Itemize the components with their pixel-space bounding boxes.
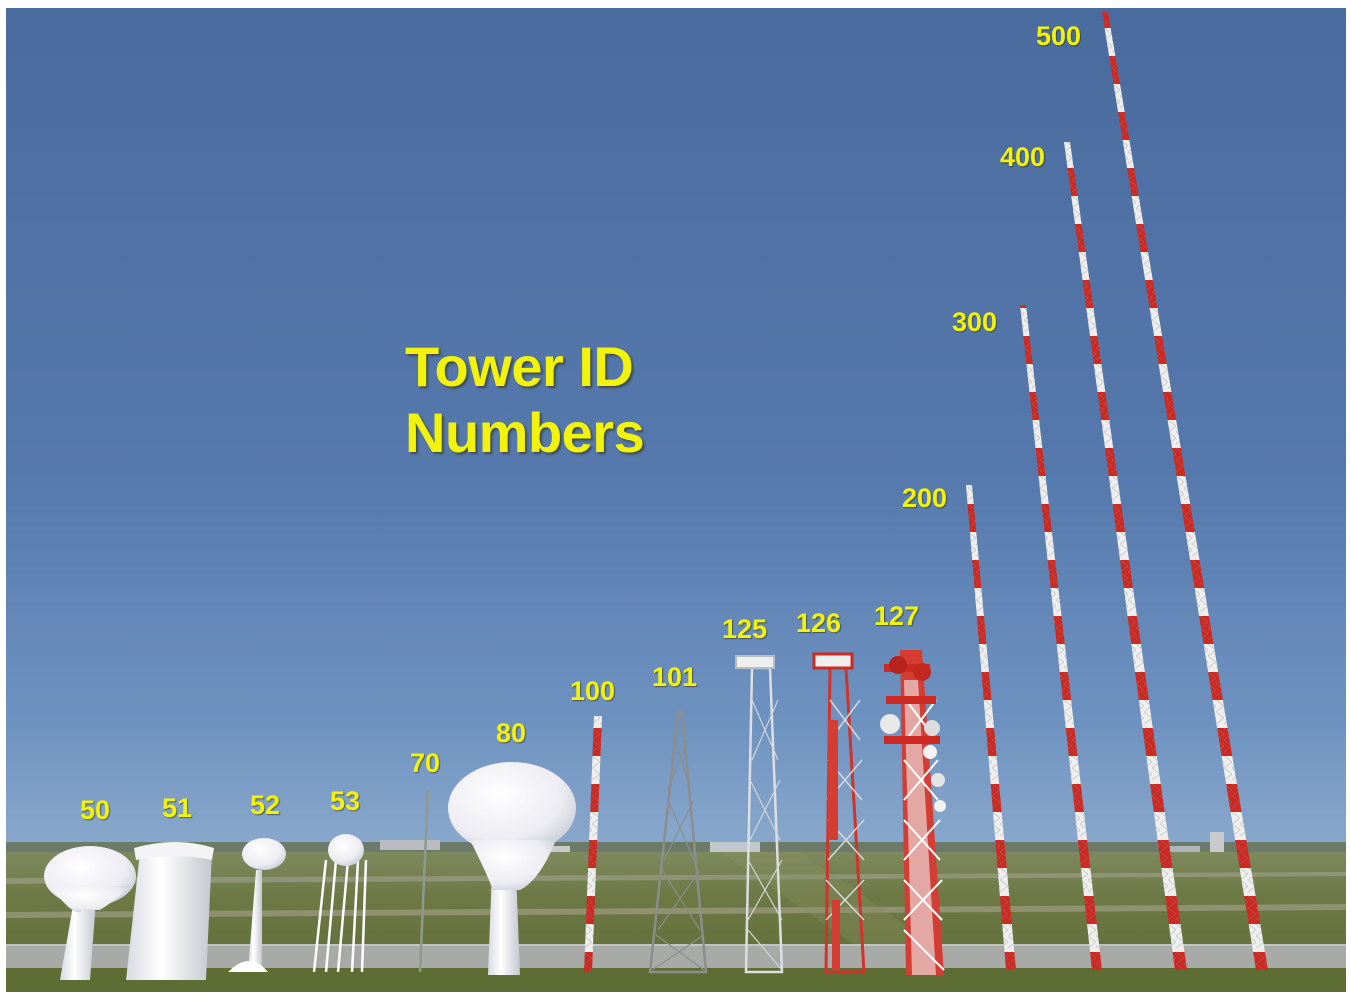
tower-label-200: 200: [902, 483, 948, 513]
tower-label-300: 300: [952, 307, 998, 337]
tower-label-53: 53: [330, 786, 361, 816]
tower-80: [448, 762, 576, 975]
tower-label-51: 51: [162, 793, 193, 823]
tower-label-52: 52: [250, 790, 281, 820]
runway: [6, 944, 1346, 968]
tower-500: [1102, 12, 1268, 970]
tower-100: [584, 716, 602, 972]
tower-label-101: 101: [652, 662, 698, 692]
tower-200: [966, 485, 1016, 970]
tower-label-125: 125: [722, 614, 768, 644]
tower-51: [126, 842, 214, 980]
tower-400: [1064, 142, 1187, 970]
tower-label-80: 80: [496, 718, 527, 748]
tower-300: [1020, 305, 1102, 970]
tower-50: [44, 846, 136, 980]
title-line-2: Numbers: [405, 401, 645, 464]
tower-label-70: 70: [410, 748, 441, 778]
tower-label-500: 500: [1036, 21, 1082, 51]
tower-label-400: 400: [1000, 142, 1046, 172]
sky: [6, 8, 1346, 848]
tower-label-126: 126: [796, 608, 842, 638]
tower-label-100: 100: [570, 676, 616, 706]
tower-label-127: 127: [874, 601, 920, 631]
tower-127: [880, 650, 946, 975]
tower-label-50: 50: [80, 795, 111, 825]
title-line-1: Tower ID: [405, 335, 634, 398]
tower-126: [812, 652, 866, 974]
tower-101: [648, 710, 708, 974]
tower-52: [228, 838, 286, 972]
title-text: Tower ID Numbers: [405, 334, 645, 466]
tower-70: [418, 789, 430, 973]
tower-125: [735, 655, 784, 974]
tower-53: [312, 834, 368, 973]
